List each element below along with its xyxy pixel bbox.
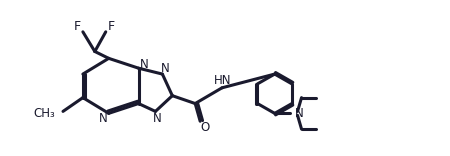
- Text: HN: HN: [214, 74, 232, 88]
- Text: N: N: [99, 112, 107, 125]
- Text: F: F: [108, 20, 115, 33]
- Text: F: F: [73, 20, 81, 33]
- Text: N: N: [295, 107, 303, 120]
- Text: N: N: [153, 112, 162, 125]
- Text: N: N: [161, 62, 170, 75]
- Text: O: O: [201, 121, 210, 134]
- Text: N: N: [140, 58, 149, 71]
- Text: CH₃: CH₃: [33, 107, 55, 120]
